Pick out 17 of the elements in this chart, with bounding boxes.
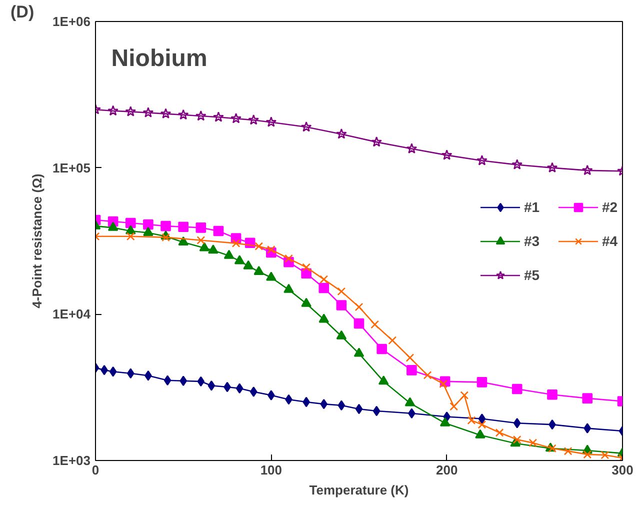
text: (D): [10, 2, 34, 22]
x-tick-label: 100: [260, 462, 282, 478]
y-tick-label: 1E+05: [52, 160, 90, 176]
legend-label: #3: [524, 232, 541, 248]
x-tick-label: 0: [92, 462, 100, 478]
legend-label: #1: [524, 198, 541, 214]
text: Niobium: [111, 45, 208, 72]
y-tick-label: 1E+03: [52, 453, 90, 468]
y-axis-title: 4-Point resistance (Ω): [30, 174, 45, 308]
y-tick-label: 1E+06: [52, 14, 90, 29]
x-axis-title: Temperature (K): [309, 482, 409, 498]
x-tick-label: 200: [436, 462, 458, 478]
legend-label: #5: [524, 266, 541, 282]
y-tick-label: 1E+04: [52, 306, 92, 322]
legend-label: #2: [602, 198, 619, 214]
legend-label: #4: [602, 232, 619, 248]
x-tick-label: 300: [612, 462, 634, 478]
